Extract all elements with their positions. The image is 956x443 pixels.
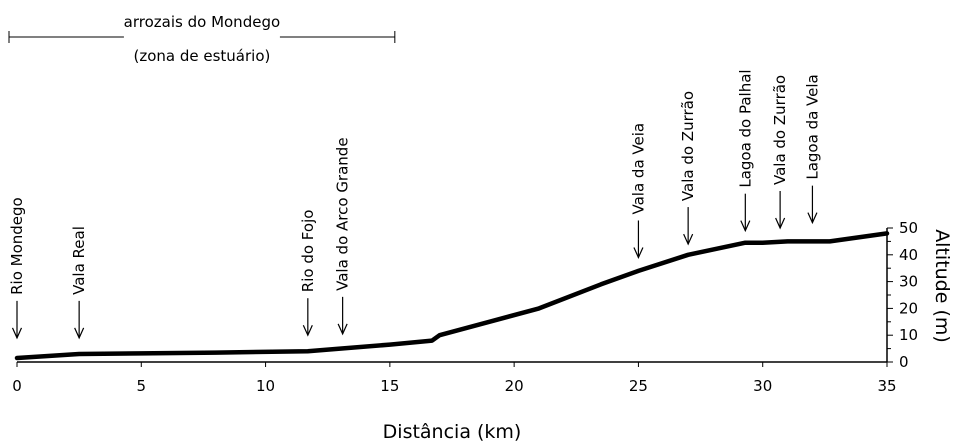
y-tick-label: 30 [899, 273, 918, 291]
x-tick-label: 30 [753, 377, 772, 395]
y-tick-label: 0 [899, 353, 909, 371]
annotation-arrow-head [775, 217, 786, 230]
annotation-arrow-head [11, 327, 23, 340]
x-axis-title: Distância (km) [383, 421, 522, 443]
annotation-arrow-head [74, 327, 85, 340]
y-tick-label: 40 [899, 246, 918, 264]
annotation-label: Rio Mondego [8, 197, 26, 295]
x-tick-label: 20 [505, 377, 524, 395]
annotation-arrow-head [683, 233, 694, 246]
annotation-arrow-head [633, 247, 644, 259]
annotation-label: Vala do Zurrão [771, 75, 789, 185]
elevation-profile-line [14, 231, 890, 361]
annotation-arrow-head [337, 323, 348, 336]
estuary-zone: arrozais do Mondego (zona de estuário) [8, 13, 396, 65]
x-tick-label: 35 [877, 377, 896, 395]
annotation-arrow-head [740, 220, 751, 233]
annotation-label: Vala do Arco Grande [334, 137, 352, 290]
annotation-label: Lagoa da Vela [803, 74, 821, 179]
x-tick-label: 15 [380, 377, 399, 395]
zone-label-line1: arrozais do Mondego [124, 13, 280, 31]
x-tick-label: 10 [256, 377, 275, 395]
y-tick-label: 10 [899, 326, 918, 344]
y-tick-label: 20 [899, 299, 918, 317]
x-tick-label: 25 [629, 377, 648, 395]
axes [17, 228, 888, 363]
annotation-label: Rio do Fojo [299, 210, 317, 293]
annotation-arrow-head [302, 324, 313, 337]
annotation-label: Vala Real [70, 226, 88, 295]
zone-label-line2: (zona de estuário) [133, 47, 270, 65]
x-tick-label: 5 [137, 377, 147, 395]
y-axis-title: Altitude (m) [931, 229, 953, 343]
annotation-layer: Rio Mondego Vala Real Rio do Fojo Vala do A… [8, 69, 821, 340]
annotation-arrow-head [807, 212, 818, 225]
y-tick-label: 50 [899, 219, 918, 237]
series-layer [14, 231, 890, 361]
annotation-label: Vala do Zurrão [679, 91, 697, 201]
x-tick-label: 0 [12, 377, 22, 395]
annotation-label: Vala da Veia [629, 123, 647, 215]
annotation-label: Lagoa do Palhal [736, 69, 754, 187]
